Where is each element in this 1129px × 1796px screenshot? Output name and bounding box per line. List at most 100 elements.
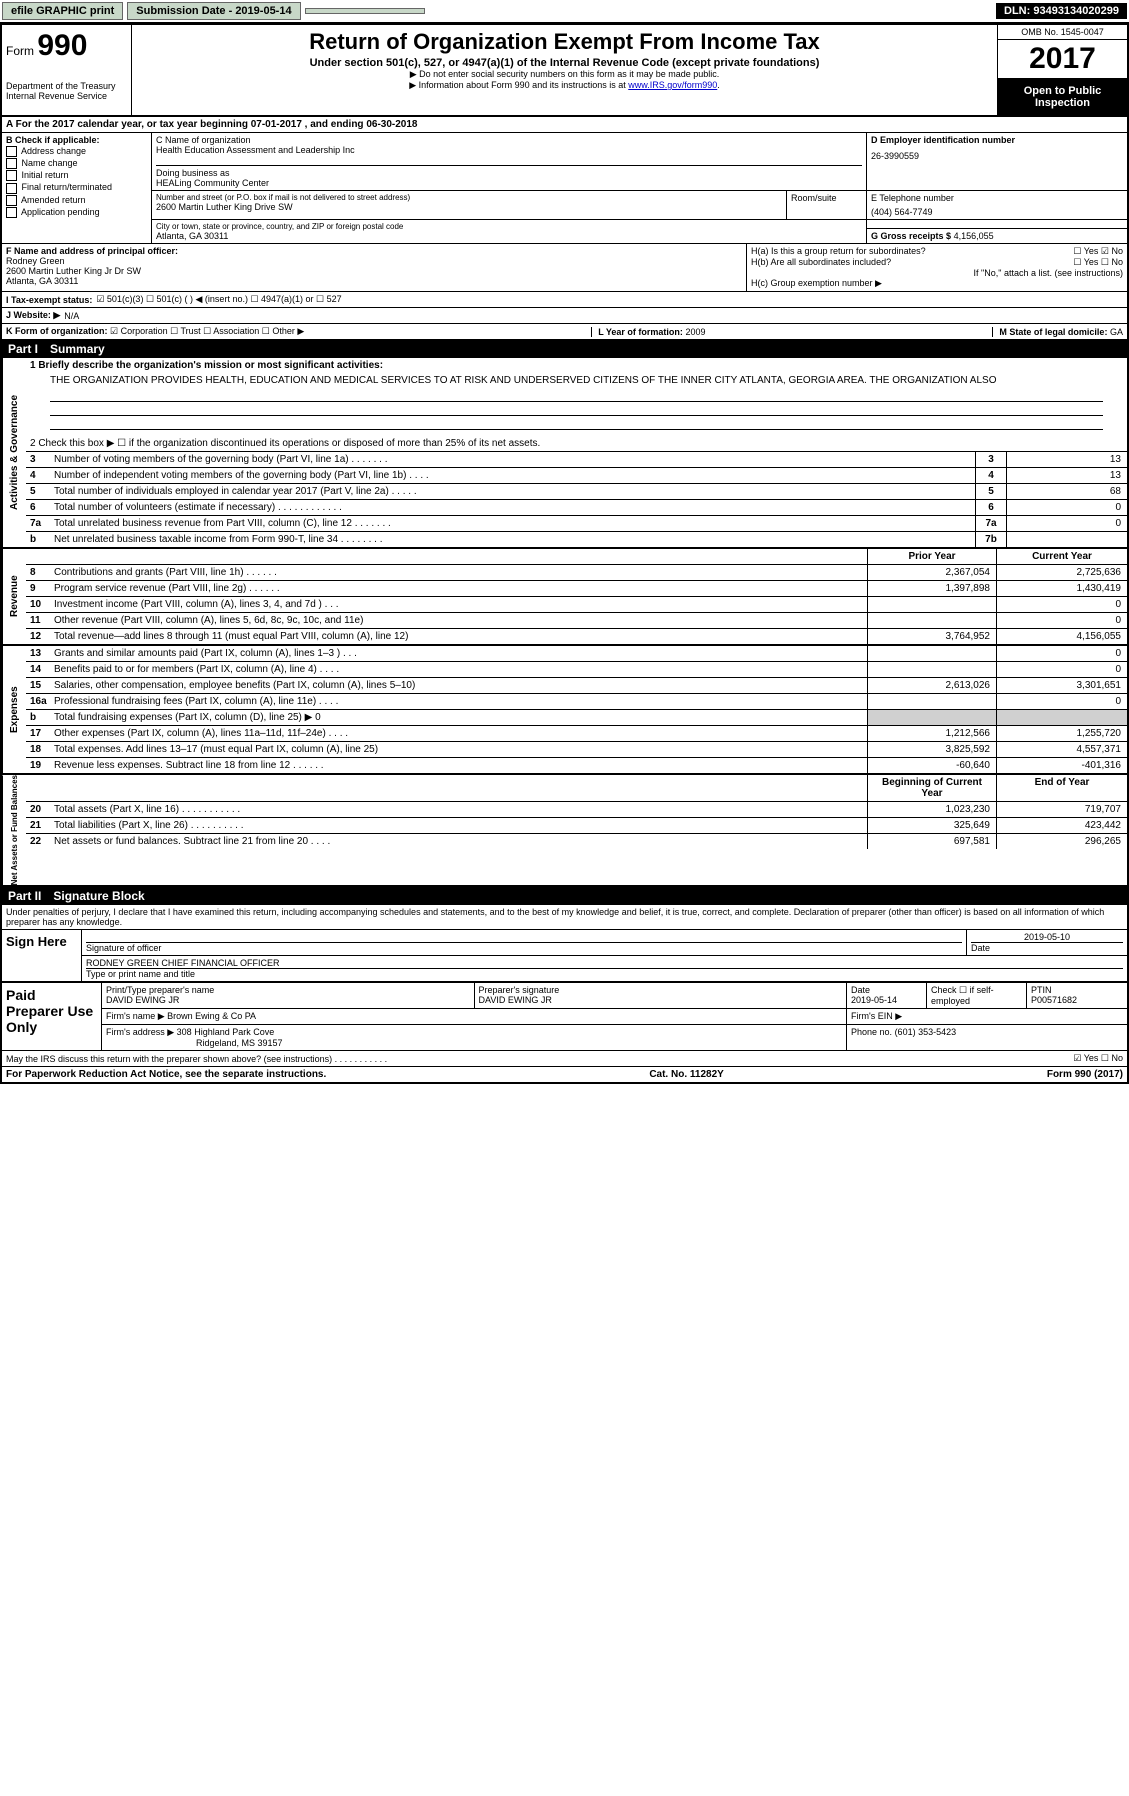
part-i-num: Part I <box>8 342 38 356</box>
city-label: City or town, state or province, country… <box>156 222 862 231</box>
box-e: E Telephone number (404) 564-7749 <box>867 191 1127 219</box>
officer-name-field: RODNEY GREEN CHIEF FINANCIAL OFFICER Typ… <box>82 956 1127 981</box>
j-label: J Website: ▶ <box>6 310 60 321</box>
paid-prep-label: Paid Preparer Use Only <box>2 983 102 1050</box>
box-b-header: B Check if applicable: <box>6 135 147 145</box>
cb-amended[interactable] <box>6 195 17 206</box>
part-ii-header: Part II Signature Block <box>2 887 1127 905</box>
officer-name-label: Type or print name and title <box>86 968 1123 979</box>
m-label: M State of legal domicile: <box>999 327 1107 337</box>
label-final-return: Final return/terminated <box>22 182 113 192</box>
block-fh: F Name and address of principal officer:… <box>2 244 1127 292</box>
k-label: K Form of organization: <box>6 326 108 336</box>
k-opts: ☑ Corporation ☐ Trust ☐ Association ☐ Ot… <box>110 326 304 336</box>
table-row: b Total fundraising expenses (Part IX, c… <box>26 709 1127 725</box>
i-opts: ☑ 501(c)(3) ☐ 501(c) ( ) ◀ (insert no.) … <box>96 294 341 305</box>
signature-date: 2019-05-10 Date <box>967 930 1127 955</box>
ptin-cell: PTIN P00571682 <box>1027 983 1127 1008</box>
dln-label: DLN: 93493134020299 <box>996 3 1127 19</box>
vtab-revenue: Revenue <box>2 549 26 644</box>
paid-preparer-block: Paid Preparer Use Only Print/Type prepar… <box>2 983 1127 1051</box>
box-h: H(a) Is this a group return for subordin… <box>747 244 1127 291</box>
note-1: ▶ Do not enter social security numbers o… <box>140 69 989 80</box>
firm-addr-cell: Firm's address ▶ 308 Highland Park Cove … <box>102 1025 847 1050</box>
label-address-change: Address change <box>21 146 86 156</box>
omb-number: OMB No. 1545-0047 <box>998 25 1127 40</box>
section-revenue: Revenue Prior Year Current Year 8 Contri… <box>2 549 1127 646</box>
part-i-title: Summary <box>50 342 105 356</box>
open-inspection: Open to Public Inspection <box>998 79 1127 115</box>
j-value: N/A <box>64 311 79 321</box>
submission-date-button[interactable]: Submission Date - 2019-05-14 <box>127 2 300 20</box>
prep-name-cell: Print/Type preparer's name DAVID EWING J… <box>102 983 475 1008</box>
form-header: Form 990 Department of the Treasury Inte… <box>2 25 1127 117</box>
phone-label: E Telephone number <box>871 193 1123 203</box>
ein-label: D Employer identification number <box>871 135 1015 145</box>
table-row: 22 Net assets or fund balances. Subtract… <box>26 833 1127 849</box>
firm-name-cell: Firm's name ▶ Brown Ewing & Co PA <box>102 1009 847 1024</box>
l-label: L Year of formation: <box>598 327 683 337</box>
irs-label: Internal Revenue Service <box>6 91 127 101</box>
line-a: A For the 2017 calendar year, or tax yea… <box>2 117 1127 133</box>
f-addr1: 2600 Martin Luther King Jr Dr SW <box>6 266 742 276</box>
hb-label: H(b) Are all subordinates included? <box>751 257 891 268</box>
col-curr: Current Year <box>997 549 1127 564</box>
blank-button[interactable] <box>305 8 425 14</box>
table-row: b Net unrelated business taxable income … <box>26 531 1127 547</box>
header-left: Form 990 Department of the Treasury Inte… <box>2 25 132 115</box>
table-row: 11 Other revenue (Part VIII, column (A),… <box>26 612 1127 628</box>
cb-address-change[interactable] <box>6 146 17 157</box>
net-header-row: Beginning of Current Year End of Year <box>26 775 1127 801</box>
l-value: 2009 <box>685 327 705 337</box>
ein-value: 26-3990559 <box>871 151 1123 161</box>
table-row: 5 Total number of individuals employed i… <box>26 483 1127 499</box>
cb-name-change[interactable] <box>6 158 17 169</box>
part-ii-title: Signature Block <box>53 889 144 903</box>
table-row: 3 Number of voting members of the govern… <box>26 451 1127 467</box>
part-ii-num: Part II <box>8 889 41 903</box>
box-c-addr: Number and street (or P.O. box if mail i… <box>152 191 787 219</box>
box-f: F Name and address of principal officer:… <box>2 244 747 291</box>
col-beg: Beginning of Current Year <box>867 775 997 801</box>
table-row: 19 Revenue less expenses. Subtract line … <box>26 757 1127 773</box>
prep-sig-cell: Preparer's signature DAVID EWING JR <box>475 983 848 1008</box>
gross-label: G Gross receipts $ <box>871 231 951 241</box>
dba-label: Doing business as <box>156 165 862 178</box>
cb-final-return[interactable] <box>6 183 17 194</box>
prep-name-label: Print/Type preparer's name <box>106 985 470 995</box>
header-center: Return of Organization Exempt From Incom… <box>132 25 997 115</box>
table-row: 18 Total expenses. Add lines 13–17 (must… <box>26 741 1127 757</box>
box-cdefg: C Name of organization Health Education … <box>152 133 1127 243</box>
efile-button[interactable]: efile GRAPHIC print <box>2 2 123 20</box>
firm-name: Brown Ewing & Co PA <box>167 1011 256 1021</box>
tax-year: 2017 <box>998 40 1127 79</box>
form-prefix: Form <box>6 44 34 58</box>
table-row: 17 Other expenses (Part IX, column (A), … <box>26 725 1127 741</box>
dba-value: HEALing Community Center <box>156 178 862 188</box>
table-row: 21 Total liabilities (Part X, line 26) .… <box>26 817 1127 833</box>
prep-sig: DAVID EWING JR <box>479 995 843 1005</box>
label-name-change: Name change <box>22 158 78 168</box>
table-row: 13 Grants and similar amounts paid (Part… <box>26 646 1127 661</box>
blank-line-3 <box>50 416 1103 430</box>
prep-name: DAVID EWING JR <box>106 995 470 1005</box>
table-row: 16a Professional fundraising fees (Part … <box>26 693 1127 709</box>
table-row: 9 Program service revenue (Part VIII, li… <box>26 580 1127 596</box>
section-activities-gov: Activities & Governance 1 Briefly descri… <box>2 358 1127 549</box>
signature-block: Sign Here Signature of officer 2019-05-1… <box>2 930 1127 983</box>
prep-check-cell: Check ☐ if self-employed <box>927 983 1027 1008</box>
footer-pra: For Paperwork Reduction Act Notice, see … <box>6 1069 326 1080</box>
note-2: ▶ Information about Form 990 and its ins… <box>140 80 989 91</box>
cb-app-pending[interactable] <box>6 207 17 218</box>
irs-link[interactable]: www.IRS.gov/form990 <box>628 80 717 90</box>
cb-initial-return[interactable] <box>6 170 17 181</box>
room-suite: Room/suite <box>787 191 867 219</box>
hc-label: H(c) Group exemption number ▶ <box>751 278 1123 289</box>
firm-phone-label: Phone no. <box>851 1027 892 1037</box>
f-addr2: Atlanta, GA 30311 <box>6 276 742 286</box>
section-expenses: Expenses 13 Grants and similar amounts p… <box>2 646 1127 775</box>
top-bar: efile GRAPHIC print Submission Date - 20… <box>0 0 1129 23</box>
line-2: 2 Check this box ▶ ☐ if the organization… <box>26 436 1127 451</box>
addr-value: 2600 Martin Luther King Drive SW <box>156 202 782 212</box>
table-row: 7a Total unrelated business revenue from… <box>26 515 1127 531</box>
